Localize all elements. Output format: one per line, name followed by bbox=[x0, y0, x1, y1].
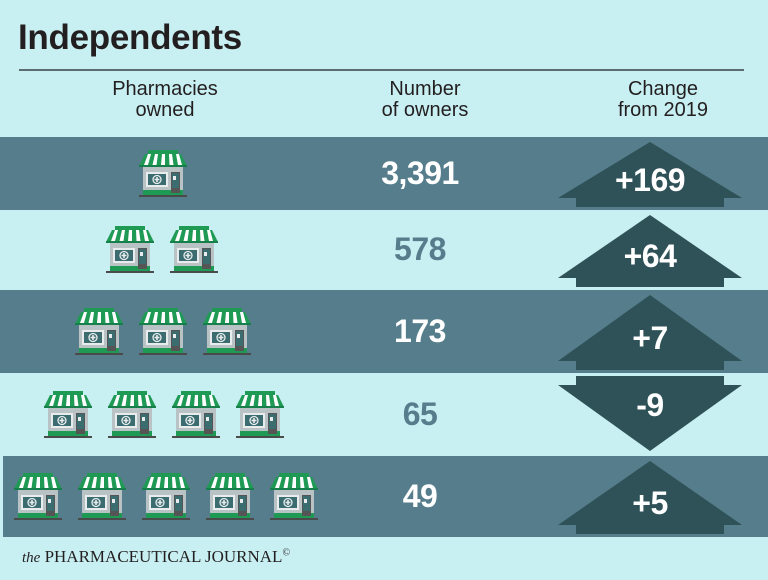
owners-count: 65 bbox=[402, 395, 438, 432]
header-line: owned bbox=[135, 99, 195, 121]
header-line: from 2019 bbox=[617, 99, 709, 121]
owners-count: 578 bbox=[394, 231, 446, 267]
pharmacy-shop-icon bbox=[203, 307, 251, 355]
pharmacy-shop-icon bbox=[108, 390, 156, 438]
pharmacy-shop-icon bbox=[206, 472, 254, 520]
change-indicator: +7 bbox=[557, 293, 743, 370]
pharmacy-shop-icon bbox=[170, 226, 218, 273]
change-indicator: +169 bbox=[557, 140, 743, 207]
table-row: 3,391 +169 bbox=[0, 137, 768, 210]
arrow-up-icon bbox=[558, 295, 742, 370]
table-row: 578 +64 bbox=[0, 210, 768, 290]
arrow-up-icon bbox=[558, 142, 742, 207]
pharmacy-shop-icon bbox=[44, 390, 92, 438]
header-line: Number bbox=[389, 78, 461, 100]
change-value: +7 bbox=[632, 319, 668, 356]
pharmacies-owned-icons bbox=[73, 290, 253, 373]
pharmacies-owned-icons bbox=[42, 373, 286, 456]
owners-count: 173 bbox=[394, 312, 446, 349]
arrow-down-icon bbox=[558, 376, 742, 451]
change-value: +169 bbox=[614, 161, 686, 198]
logo-the: the bbox=[22, 550, 41, 566]
arrow-up-icon bbox=[558, 461, 742, 534]
change-indicator: +5 bbox=[557, 459, 743, 534]
pharmacy-shop-icon bbox=[172, 390, 220, 438]
table-row: 65 -9 bbox=[0, 373, 768, 456]
chart-title: Independents bbox=[18, 18, 242, 57]
header-line: of owners bbox=[381, 99, 469, 121]
pharmacies-owned-icons bbox=[137, 137, 189, 210]
owners-count: 3,391 bbox=[381, 154, 459, 191]
pharmacy-shop-icon bbox=[78, 472, 126, 520]
pharmacy-shop-icon bbox=[236, 390, 284, 438]
header-line: Pharmacies bbox=[112, 78, 218, 100]
pharmacy-shop-icon bbox=[142, 472, 190, 520]
change-indicator: +64 bbox=[557, 213, 743, 287]
header-line: Change bbox=[627, 78, 699, 100]
publisher-logo: the PHARMACEUTICAL JOURNAL© bbox=[22, 547, 290, 567]
column-header-change: Change from 2019 bbox=[578, 79, 748, 121]
pharmacy-shop-icon bbox=[139, 149, 187, 197]
column-header-number-of-owners: Number of owners bbox=[340, 79, 510, 121]
change-value: +64 bbox=[623, 238, 677, 274]
change-value: -9 bbox=[636, 386, 664, 423]
pharmacies-owned-icons bbox=[12, 456, 320, 537]
change-value: +5 bbox=[632, 484, 668, 521]
copyright-mark: © bbox=[282, 547, 291, 559]
column-header-pharmacies-owned: Pharmacies owned bbox=[80, 79, 250, 121]
change-indicator: -9 bbox=[557, 376, 743, 453]
logo-brand: PHARMACEUTICAL JOURNAL bbox=[44, 547, 283, 566]
arrow-up-icon bbox=[558, 215, 742, 287]
pharmacy-shop-icon bbox=[75, 307, 123, 355]
pharmacy-shop-icon bbox=[139, 307, 187, 355]
pharmacy-shop-icon bbox=[14, 472, 62, 520]
title-divider bbox=[19, 69, 744, 71]
pharmacies-owned-icons bbox=[104, 210, 220, 290]
pharmacy-shop-icon bbox=[270, 472, 318, 520]
pharmacy-shop-icon bbox=[106, 226, 154, 273]
table-row: 49 +5 bbox=[3, 456, 768, 537]
owners-count: 49 bbox=[402, 477, 438, 514]
table-row: 173 +7 bbox=[0, 290, 768, 373]
